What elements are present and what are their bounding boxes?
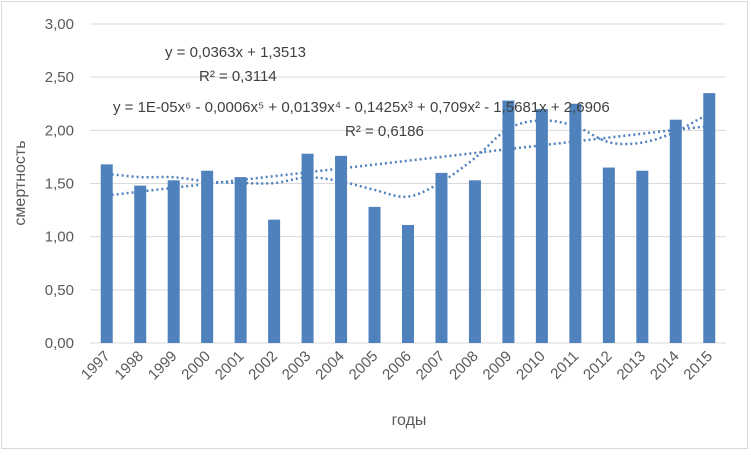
bar <box>335 155 348 343</box>
y-tick-label: 2,00 <box>45 122 74 139</box>
chart-svg: 0,00 0,50 1,00 1,50 2,00 2,50 3,00 19971998199… <box>12 16 726 429</box>
y-tick-label: 0,00 <box>45 335 74 352</box>
y-tick-label: 0,50 <box>45 282 74 299</box>
bar <box>602 167 615 343</box>
polynomial-trendline <box>106 113 710 199</box>
x-tick-label: 2001 <box>212 348 248 384</box>
poly-r2-label: R² = 0,6186 <box>345 123 424 140</box>
bar <box>301 153 314 343</box>
x-tick-label: 2003 <box>279 348 315 384</box>
x-tick-label: 2007 <box>413 348 449 384</box>
bars <box>100 93 716 343</box>
y-tick-label: 3,00 <box>45 16 74 33</box>
linear-trendline <box>106 124 710 197</box>
bar <box>569 103 582 343</box>
y-tick-labels: 0,00 0,50 1,00 1,50 2,00 2,50 3,00 <box>45 16 74 352</box>
bar <box>535 109 548 343</box>
chart-area: 0,00 0,50 1,00 1,50 2,00 2,50 3,00 1997 1998 199… <box>1 1 748 449</box>
x-tick-label: 2004 <box>312 348 348 384</box>
poly-equation-label: y = 1E-05x⁶ - 0,0006x⁵ + 0,0139x⁴ - 0,14… <box>113 99 610 116</box>
bar <box>167 180 180 343</box>
x-tick-label: 2005 <box>346 348 382 384</box>
x-tick-label: 1999 <box>145 348 181 384</box>
bar <box>435 172 448 343</box>
bar <box>368 206 381 343</box>
bar <box>234 177 247 343</box>
x-tick-label: 2006 <box>379 348 415 384</box>
y-axis-title: смертность <box>12 140 29 225</box>
linear-equation-label: y = 0,0363x + 1,3513 <box>165 44 306 61</box>
bar <box>502 100 515 343</box>
linear-r2-label: R² = 0,3114 <box>199 68 277 85</box>
bar <box>402 224 414 343</box>
x-axis-title: годы <box>392 412 427 429</box>
bar <box>636 170 649 343</box>
x-tick-label: 2013 <box>614 348 650 384</box>
y-tick-label: 2,50 <box>45 69 74 86</box>
x-tick-label: 2015 <box>680 348 716 384</box>
bar <box>669 119 682 343</box>
y-tick-label: 1,50 <box>45 176 74 193</box>
trendlines <box>106 113 710 199</box>
bar <box>703 93 716 343</box>
x-tick-label: 2014 <box>647 348 683 384</box>
y-tick-label: 1,00 <box>45 229 74 246</box>
bar <box>100 164 113 343</box>
x-tick-label: 1997 <box>78 348 114 384</box>
bar <box>268 219 281 343</box>
x-tick-label: 2010 <box>513 348 549 384</box>
x-tick-labels: 1997199819992000200120022003200420052006… <box>78 348 716 384</box>
x-tick-label: 1998 <box>111 348 147 384</box>
x-tick-label: 2008 <box>446 348 482 384</box>
x-tick-label: 2009 <box>480 348 516 384</box>
x-tick-label: 2002 <box>245 348 281 384</box>
bar <box>201 170 214 343</box>
x-tick-label: 2012 <box>580 348 616 384</box>
bar <box>468 180 481 343</box>
x-tick-label: 2000 <box>178 348 214 384</box>
x-tick-label: 2011 <box>547 348 582 383</box>
bar <box>134 185 147 343</box>
